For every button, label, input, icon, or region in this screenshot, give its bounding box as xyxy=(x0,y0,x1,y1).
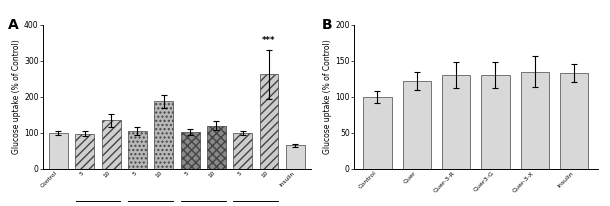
Bar xyxy=(363,97,392,169)
Bar xyxy=(233,133,252,169)
Bar xyxy=(154,101,173,169)
Bar xyxy=(521,72,549,169)
Bar xyxy=(49,133,68,169)
Bar xyxy=(442,75,470,169)
Bar xyxy=(560,73,589,169)
Bar xyxy=(75,134,95,169)
Bar xyxy=(286,145,305,169)
Bar xyxy=(207,126,226,169)
Bar xyxy=(481,75,509,169)
Y-axis label: Glucose uptake (% of Control): Glucose uptake (% of Control) xyxy=(12,39,21,154)
Text: B: B xyxy=(322,18,332,32)
Bar xyxy=(128,131,147,169)
Bar xyxy=(403,81,431,169)
Bar xyxy=(181,132,199,169)
Y-axis label: Glucose uptake (% of Control): Glucose uptake (% of Control) xyxy=(323,39,332,154)
Text: ***: *** xyxy=(262,36,276,44)
Bar xyxy=(259,75,279,169)
Bar xyxy=(102,120,121,169)
Text: A: A xyxy=(8,18,18,32)
